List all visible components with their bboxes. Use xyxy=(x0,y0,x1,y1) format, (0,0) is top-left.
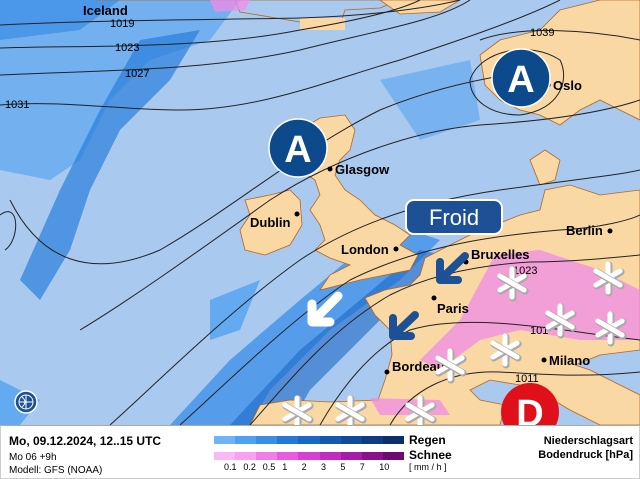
model-run: Mo 06 +9h xyxy=(9,452,57,463)
snow-scale-swatch xyxy=(382,452,404,460)
scale-tick-label: 10 xyxy=(379,462,390,472)
rain-area xyxy=(0,0,480,425)
weather-map: 1019 1023 1027 1031 1039 1023 101 1011 I… xyxy=(0,0,640,425)
snowflake-icon xyxy=(335,395,367,425)
isobar-label: 1027 xyxy=(125,68,149,80)
snowflakes xyxy=(282,261,627,425)
scale-tick-label: 1 xyxy=(282,462,288,472)
snow-scale-swatch xyxy=(340,452,362,460)
scale-tick-label: 0.2 xyxy=(243,462,256,472)
isobar-label: 1023 xyxy=(115,42,139,54)
model-name: Modell: GFS (NOAA) xyxy=(9,465,103,476)
isobar-label: 1019 xyxy=(110,18,134,30)
snow-scale-swatch xyxy=(298,452,320,460)
isobar-label: 1039 xyxy=(530,27,554,39)
snow-scale-swatch xyxy=(319,452,341,460)
city-label-oslo: Oslo xyxy=(553,78,582,93)
snow-color-scale xyxy=(214,452,404,460)
snow-scale-swatch xyxy=(235,452,257,460)
low-pressure-center: D xyxy=(501,383,559,425)
arrow-southwest-icon xyxy=(436,252,469,284)
city-label-paris: Paris xyxy=(437,301,469,316)
rain-scale-swatch xyxy=(277,436,299,444)
isobar-labels: 1019 1023 1027 1031 1039 1023 101 1011 xyxy=(5,18,554,385)
high-pressure-center: A xyxy=(268,118,328,178)
globe-icon[interactable] xyxy=(14,390,38,414)
unit-label: [ mm / h ] xyxy=(409,462,447,472)
snow-scale-swatch xyxy=(361,452,383,460)
rain-scale-swatch xyxy=(319,436,341,444)
arrow-southwest-icon xyxy=(389,311,419,340)
scale-tick-label: 3 xyxy=(321,462,327,472)
pressure-title: Bodendruck [hPa] xyxy=(538,449,633,461)
scale-tick-label: 0.5 xyxy=(262,462,276,472)
city-label-dublin: Dublin xyxy=(250,215,290,230)
scale-tick-label: 7 xyxy=(359,462,365,472)
rain-scale-swatch xyxy=(382,436,404,444)
rain-color-scale xyxy=(214,436,404,444)
city-label-bruxelles: Bruxelles xyxy=(471,247,530,262)
scale-ticks: 0.1 0.2 0.5 1 2 3 5 7 10 xyxy=(214,462,504,474)
high-pressure-center: A xyxy=(491,48,551,108)
svg-text:A: A xyxy=(284,129,311,171)
scale-tick-label: 0.1 xyxy=(224,462,237,472)
rain-scale-swatch xyxy=(298,436,320,444)
city-label-berlin: Berlin xyxy=(566,223,603,238)
legend: Mo, 09.12.2024, 12..15 UTC Mo 06 +9h Mod… xyxy=(0,425,640,479)
svg-text:A: A xyxy=(507,59,534,101)
snowflake-icon xyxy=(490,333,522,369)
precip-type-title: Niederschlagsart xyxy=(543,435,633,447)
rain-scale-swatch xyxy=(340,436,362,444)
scale-tick-label: 5 xyxy=(340,462,346,472)
city-label-milano: Milano xyxy=(549,353,590,368)
snow-scale-swatch xyxy=(214,452,236,460)
snow-label: Schnee xyxy=(409,448,452,462)
scale-tick-label: 2 xyxy=(301,462,307,472)
rain-scale-swatch xyxy=(256,436,278,444)
forecast-datetime: Mo, 09.12.2024, 12..15 UTC xyxy=(9,434,162,448)
isobar-label: 1031 xyxy=(5,99,29,111)
arrow-southwest-icon xyxy=(307,291,343,327)
snowflake-icon xyxy=(545,303,577,339)
rain-scale-swatch xyxy=(214,436,236,444)
snowflake-icon xyxy=(435,348,467,384)
city-label-iceland: Iceland xyxy=(83,3,128,18)
snow-scale-swatch xyxy=(277,452,299,460)
svg-text:Froid: Froid xyxy=(429,205,479,230)
rain-label: Regen xyxy=(409,433,446,447)
rain-scale-swatch xyxy=(361,436,383,444)
snowflake-icon xyxy=(593,261,625,297)
snowflake-icon xyxy=(595,311,627,347)
snowflake-icon xyxy=(282,395,314,425)
snowflake-icon xyxy=(497,266,529,302)
cities: Iceland Oslo Glasgow Dublin London Bruxe… xyxy=(83,3,613,375)
rain-scale-swatch xyxy=(235,436,257,444)
isobar-label: 1011 xyxy=(515,373,539,385)
snowflake-icon xyxy=(405,395,437,425)
isobar-label: 101 xyxy=(530,325,548,337)
isobar-label: 1023 xyxy=(513,265,537,277)
cold-air-label: Froid xyxy=(405,199,503,235)
city-label-london: London xyxy=(341,242,389,257)
city-label-glasgow: Glasgow xyxy=(335,162,390,177)
svg-text:D: D xyxy=(516,393,543,425)
snow-scale-swatch xyxy=(256,452,278,460)
